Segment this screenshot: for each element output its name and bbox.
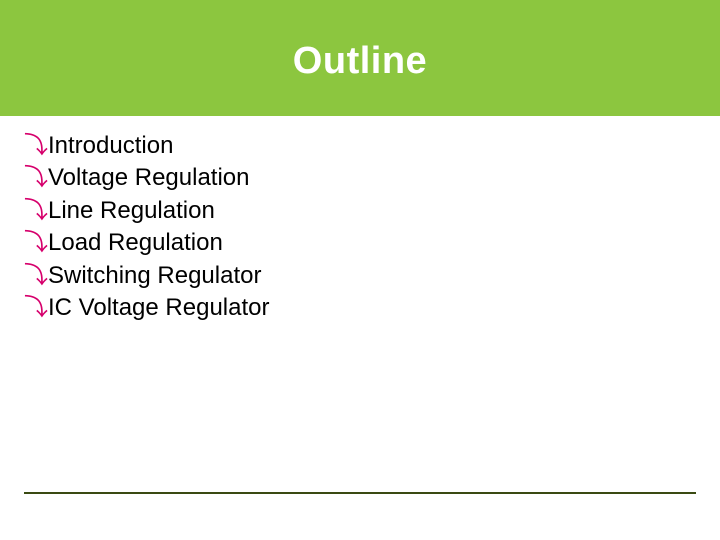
- bullet-icon: ⤵: [24, 130, 48, 162]
- bullet-text: Line Regulation: [48, 195, 215, 227]
- bullet-text: Load Regulation: [48, 227, 223, 259]
- bullet-icon: ⤵: [24, 162, 48, 194]
- bullet-text: Switching Regulator: [48, 260, 261, 292]
- bullet-item: ⤵Switching Regulator: [24, 260, 720, 292]
- bullet-text: Introduction: [48, 130, 173, 162]
- bullet-text: IC Voltage Regulator: [48, 292, 269, 324]
- title-bar: Outline: [0, 0, 720, 116]
- slide-title: Outline: [0, 40, 720, 83]
- bullet-icon: ⤵: [24, 292, 48, 324]
- footer-divider: [24, 492, 696, 494]
- bullet-icon: ⤵: [24, 227, 48, 259]
- bullet-item: ⤵Load Regulation: [24, 227, 720, 259]
- bullet-list: ⤵Introduction⤵Voltage Regulation⤵Line Re…: [0, 116, 720, 324]
- bullet-item: ⤵IC Voltage Regulator: [24, 292, 720, 324]
- bullet-item: ⤵Voltage Regulation: [24, 162, 720, 194]
- bullet-text: Voltage Regulation: [48, 162, 250, 194]
- bullet-icon: ⤵: [24, 260, 48, 292]
- bullet-item: ⤵Line Regulation: [24, 195, 720, 227]
- bullet-icon: ⤵: [24, 195, 48, 227]
- bullet-item: ⤵Introduction: [24, 130, 720, 162]
